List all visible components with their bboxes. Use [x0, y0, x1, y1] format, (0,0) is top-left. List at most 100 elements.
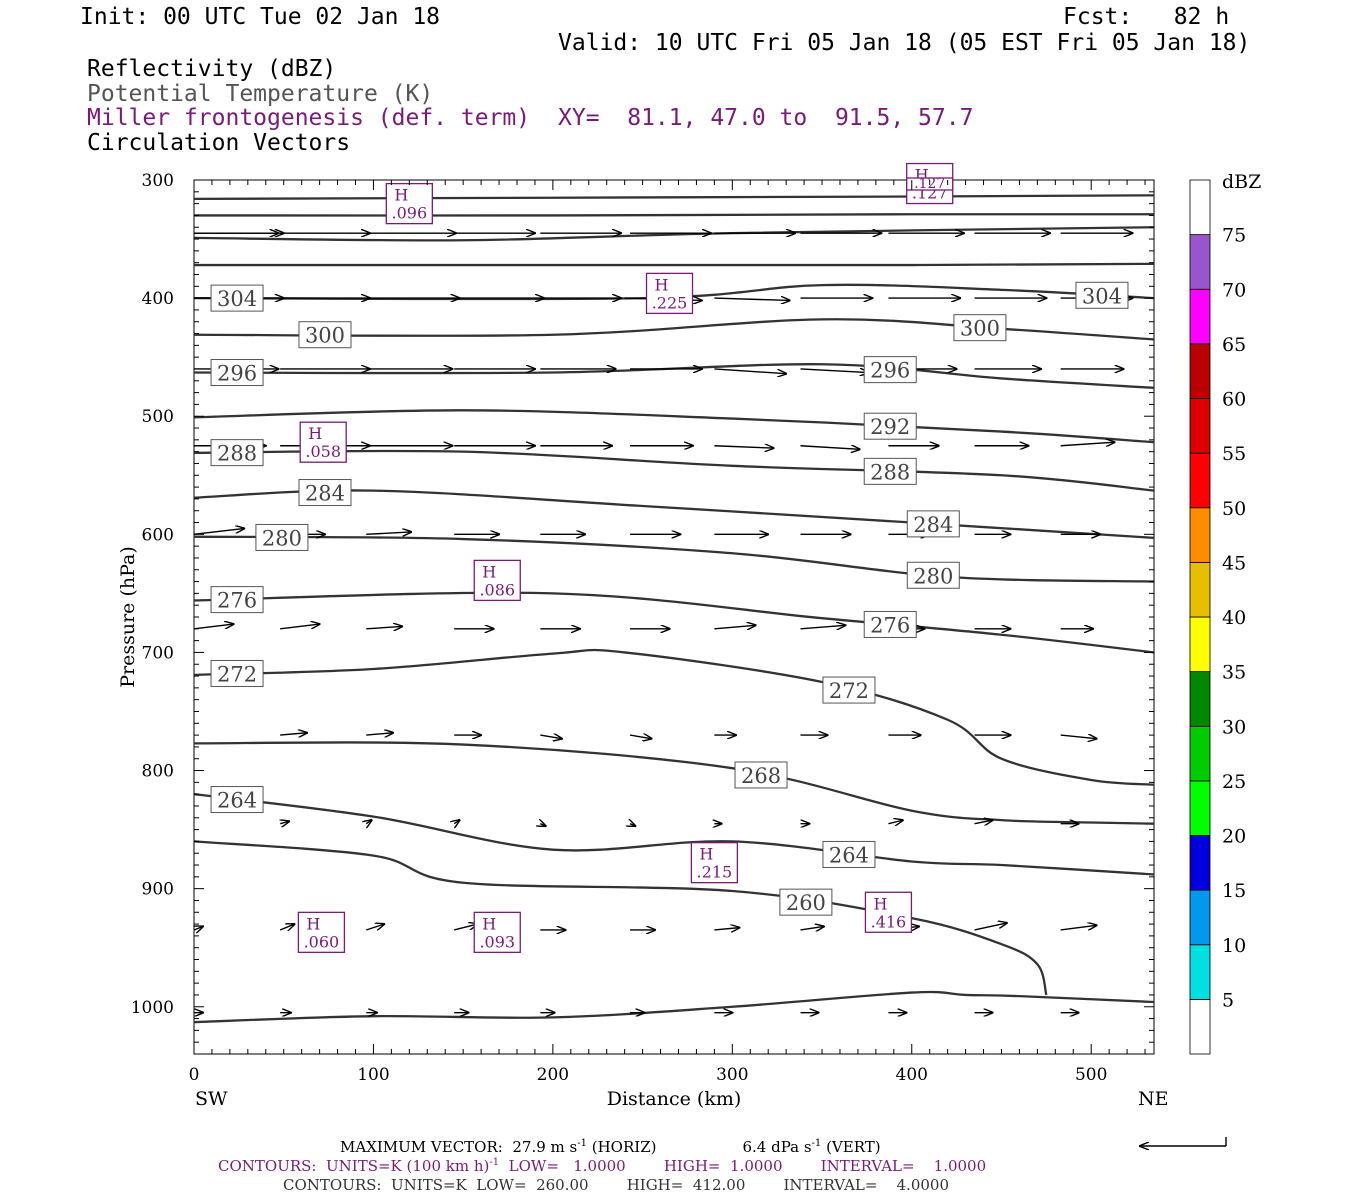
footer-frontogenesis-contours: CONTOURS: UNITS=K (100 km h)-1 LOW= 1.00… [218, 1157, 986, 1175]
colorbar-level-label: 35 [1222, 662, 1246, 684]
circulation-vector [366, 924, 384, 930]
colorbar-swatch [1189, 561, 1211, 618]
max-vector-horiz-label: MAXIMUM VECTOR: 27.9 m s [340, 1138, 578, 1156]
theta-label-box [1075, 281, 1129, 309]
theta-label: 304 [217, 287, 257, 311]
colorbar-swatch [1189, 234, 1211, 290]
footer-theta-contours: CONTOURS: UNITS=K LOW= 260.00 HIGH= 412.… [283, 1176, 949, 1194]
cross-section-endpoints: XY= 81.1, 47.0 to 91.5, 57.7 [558, 105, 974, 131]
max-vector-horiz-exp: -1 [577, 1138, 587, 1149]
circulation-vector [714, 625, 755, 629]
circulation-vector [454, 820, 459, 824]
theta-label: 272 [217, 662, 257, 686]
frontogenesis-max-box [864, 891, 913, 933]
colorbar-level-label: 55 [1222, 443, 1246, 465]
plot-frame [193, 179, 1155, 1055]
theta-contour-280 [193, 535, 1155, 583]
theta-contour-288 [193, 449, 1155, 492]
circulation-vector [1060, 925, 1097, 931]
colorbar-level-label: 60 [1222, 389, 1246, 411]
theta-label: 284 [913, 513, 953, 537]
theta-label-box [734, 761, 788, 789]
theta-label-box [953, 314, 1007, 342]
fgen-contours-range: LOW= 1.0000 HIGH= 1.0000 INTERVAL= 1.000… [499, 1157, 987, 1175]
colorbar-level-label: 40 [1222, 607, 1246, 629]
circulation-vector [630, 824, 635, 826]
frontogenesis-max-value: .416 [871, 912, 907, 931]
valid-time: Valid: 10 UTC Fri 05 Jan 18 (05 EST Fri … [558, 30, 1251, 56]
theta-label: 276 [870, 613, 910, 637]
colorbar-swatch [1189, 780, 1211, 836]
colorbar-swatch [1189, 998, 1211, 1055]
frontogenesis-max-box [645, 272, 694, 315]
x-right-end-label: NE [1138, 1088, 1169, 1110]
x-tick-label: 300 [716, 1065, 748, 1085]
circulation-vector [888, 926, 919, 930]
frontogenesis-max-value: .060 [304, 932, 340, 951]
circulation-vector [714, 368, 786, 374]
y-tick-label: 500 [142, 407, 174, 427]
theta-contour-300 [193, 318, 1155, 341]
circulation-vector [280, 624, 319, 630]
circulation-vector [714, 446, 773, 448]
frontogenesis-max-box [297, 911, 346, 953]
max-vector-horiz-unit: (HORIZ) [586, 1138, 657, 1156]
circulation-vector [800, 369, 869, 373]
frontogenesis-max-value: .096 [392, 204, 428, 223]
circulation-vector [540, 735, 562, 739]
theta-label: 280 [262, 526, 302, 550]
frontogenesis-max-value: .215 [697, 863, 733, 882]
colorbar-swatch [1189, 507, 1211, 563]
x-tick-label: 0 [189, 1065, 200, 1085]
circulation-vector [540, 824, 545, 826]
theta-label: 272 [829, 679, 869, 703]
colorbar-level-label: 70 [1222, 279, 1246, 301]
theta-label-box [210, 786, 264, 814]
field-circulation-vectors: Circulation Vectors [87, 130, 351, 156]
theta-contour-top2 [193, 213, 1155, 217]
field-reflectivity: Reflectivity (dBZ) [87, 56, 337, 82]
theta-label-box [863, 610, 917, 638]
theta-label-box [210, 586, 264, 614]
colorbar-swatch [1189, 944, 1211, 1000]
colorbar-swatch [1189, 452, 1211, 509]
theta-contour-264 [193, 793, 1155, 876]
circulation-vector [279, 924, 294, 930]
theta-label-box [822, 840, 876, 868]
circulation-vector [280, 733, 307, 735]
theta-label: 280 [913, 564, 953, 588]
circulation-vector [280, 821, 289, 823]
x-axis-title: Distance (km) [607, 1088, 742, 1110]
circulation-vector [193, 624, 233, 630]
frontogenesis-max-tag: H [699, 845, 713, 864]
theta-contour-top4 [194, 262, 1155, 267]
theta-contour-272 [193, 648, 1155, 786]
theta-label-box [822, 676, 876, 704]
frontogenesis-max-tag: H [915, 166, 929, 185]
circulation-vector [714, 298, 789, 300]
frontogenesis-max-tag: H [655, 275, 669, 294]
theta-label: 296 [217, 362, 257, 386]
y-tick-label: 400 [142, 289, 174, 309]
colorbar-swatch [1189, 343, 1211, 399]
circulation-vector [800, 926, 824, 930]
frontogenesis-max-value: .127 [912, 184, 948, 203]
theta-label: 292 [870, 415, 910, 439]
theta-label-box [210, 359, 264, 387]
circulation-vector [194, 926, 203, 930]
colorbar-level-label: 45 [1222, 552, 1246, 574]
frontogenesis-max-box [473, 911, 521, 953]
y-tick-label: 700 [142, 643, 174, 663]
circulation-vector [454, 924, 477, 931]
colorbar-level-label: 15 [1222, 880, 1246, 902]
circulation-vector [366, 820, 371, 824]
circulation-vector [624, 298, 702, 300]
y-tick-label: 300 [142, 171, 174, 191]
fgen-contours-units: CONTOURS: UNITS=K (100 km h) [218, 1157, 490, 1175]
circulation-vector [974, 923, 1007, 931]
circulation-vector [800, 446, 860, 450]
x-left-end-label: SW [195, 1088, 228, 1110]
circulation-vector [800, 625, 846, 629]
theta-contour-top3 [193, 226, 1155, 242]
colorbar-level-label: 75 [1222, 225, 1246, 247]
